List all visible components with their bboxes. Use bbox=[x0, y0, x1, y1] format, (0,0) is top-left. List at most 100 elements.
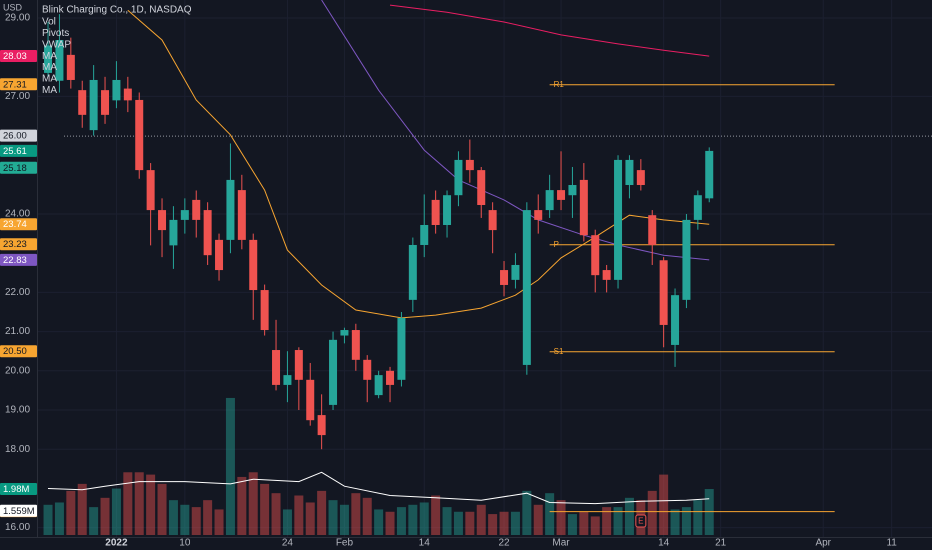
candle-body bbox=[351, 330, 360, 360]
candle-body bbox=[101, 90, 110, 115]
grid bbox=[38, 0, 932, 537]
candle-body bbox=[203, 210, 212, 256]
plot-area: R1 P S1 bbox=[43, 0, 932, 535]
candle-body bbox=[568, 185, 577, 196]
volume-bar bbox=[305, 502, 315, 535]
candle-body bbox=[397, 317, 406, 380]
volume-bar bbox=[693, 500, 703, 535]
volume-bar bbox=[100, 497, 110, 535]
candle-body bbox=[294, 350, 303, 380]
volume-bar bbox=[408, 504, 418, 535]
price-label-box bbox=[0, 253, 37, 266]
volume-bar bbox=[431, 495, 441, 535]
candle-body bbox=[317, 415, 326, 436]
price-label: 25.18 bbox=[3, 163, 27, 174]
candle-body bbox=[374, 375, 383, 396]
volume-bar bbox=[499, 511, 509, 535]
candle-body bbox=[135, 99, 144, 171]
candle-body bbox=[306, 379, 315, 421]
candle-body bbox=[579, 179, 588, 236]
candle-body bbox=[454, 159, 463, 196]
volume-bar bbox=[624, 497, 634, 535]
volume-bar bbox=[214, 509, 224, 535]
candle-body bbox=[226, 179, 235, 240]
volume-bar bbox=[647, 490, 657, 535]
candle-body bbox=[625, 159, 634, 186]
volume-bar bbox=[191, 507, 201, 535]
legend-item: Vol bbox=[42, 17, 56, 28]
moving-average-line bbox=[127, 9, 710, 319]
moving-average-line bbox=[389, 4, 710, 57]
price-label-box bbox=[0, 144, 37, 157]
candle-body bbox=[477, 170, 486, 206]
x-tick-label: Apr bbox=[815, 538, 831, 549]
candle-body bbox=[420, 224, 429, 245]
candle-body bbox=[55, 39, 64, 81]
volume-bar bbox=[111, 488, 121, 535]
price-label: 1.98M bbox=[3, 484, 29, 495]
price-label: 22.83 bbox=[3, 255, 27, 266]
volume-bar bbox=[579, 511, 589, 535]
y-tick-label: 24.00 bbox=[5, 209, 30, 220]
volume-bar bbox=[442, 507, 452, 535]
x-tick-label: 21 bbox=[715, 538, 727, 549]
candle-body bbox=[89, 79, 98, 131]
candle-body bbox=[260, 290, 269, 331]
price-label-box bbox=[0, 50, 37, 63]
volume-bar bbox=[659, 474, 669, 535]
price-label: 23.74 bbox=[3, 219, 27, 230]
price-label: 23.23 bbox=[3, 239, 27, 250]
candle-body bbox=[648, 215, 657, 245]
price-label-box bbox=[0, 345, 37, 358]
candle-body bbox=[112, 79, 121, 101]
volume-bar bbox=[453, 511, 463, 535]
volume-bar bbox=[670, 509, 680, 535]
candle-body bbox=[272, 350, 281, 385]
candle-body bbox=[146, 170, 155, 211]
volume-bar bbox=[488, 514, 498, 535]
pivot-name: S1 bbox=[554, 347, 564, 356]
y-tick-label: 21.00 bbox=[5, 326, 30, 337]
currency: USD bbox=[3, 2, 23, 12]
volume-bar bbox=[146, 474, 156, 535]
candle-body bbox=[614, 159, 623, 280]
price-axis: 29.00 27.00 24.00 22.00 21.00 20.00 19.00 18.00… bbox=[0, 13, 37, 533]
y-tick-label: 29.00 bbox=[5, 13, 30, 24]
candle-body bbox=[215, 239, 224, 271]
x-tick-label: 10 bbox=[179, 538, 191, 549]
volume-bar bbox=[77, 483, 87, 535]
pivot-name: R1 bbox=[554, 80, 565, 89]
candle-body bbox=[340, 330, 349, 336]
candle-body bbox=[500, 270, 509, 285]
y-tick-label: 19.00 bbox=[5, 405, 30, 416]
candle-body bbox=[283, 375, 292, 385]
price-label-box bbox=[0, 238, 37, 251]
x-tick-label: 14 bbox=[419, 538, 431, 549]
volume-bar bbox=[396, 507, 406, 535]
candle-body bbox=[123, 88, 132, 101]
volume-bar bbox=[351, 493, 361, 535]
y-tick-label: 20.00 bbox=[5, 365, 30, 376]
volume-bar bbox=[681, 507, 691, 535]
volume-bar bbox=[374, 509, 384, 535]
volume-ma-line bbox=[47, 471, 710, 505]
volume-bar bbox=[533, 504, 543, 535]
x-tick-label: Feb bbox=[336, 538, 354, 549]
earnings-marker bbox=[635, 514, 647, 528]
candle-body bbox=[66, 54, 75, 80]
volume-bar bbox=[66, 490, 76, 535]
x-tick-label: 14 bbox=[658, 538, 670, 549]
candle-body bbox=[363, 359, 372, 380]
x-tick-label: 24 bbox=[282, 538, 294, 549]
legend-item: Pivots bbox=[42, 28, 69, 39]
price-label-box bbox=[0, 504, 37, 517]
chart-title[interactable]: Blink Charging Co., 1D, NASDAQ bbox=[42, 5, 192, 16]
candle-body bbox=[591, 235, 600, 276]
candle-body bbox=[534, 210, 543, 220]
price-label-box bbox=[0, 129, 37, 142]
moving-average-line bbox=[321, 0, 710, 261]
candle-body bbox=[705, 150, 714, 199]
volume-bar bbox=[89, 507, 99, 535]
candle-body bbox=[386, 370, 395, 385]
